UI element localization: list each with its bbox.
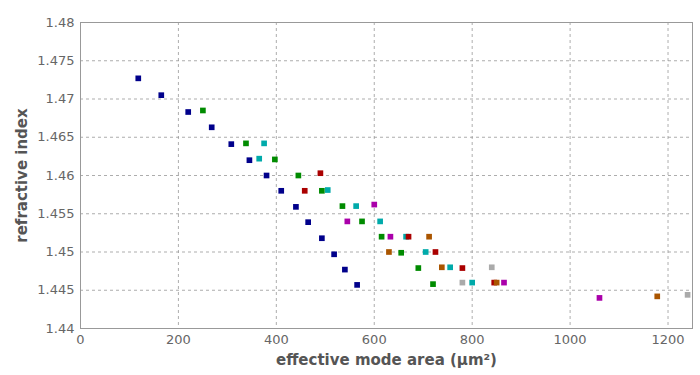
svg-text:1.46: 1.46 [46,168,75,183]
svg-text:1.44: 1.44 [46,321,75,336]
svg-text:1000: 1000 [554,332,587,347]
svg-text:1.445: 1.445 [37,282,74,297]
svg-text:1.45: 1.45 [46,244,75,259]
svg-text:1.455: 1.455 [37,206,74,221]
svg-text:1.48: 1.48 [46,15,75,30]
svg-text:800: 800 [460,332,485,347]
svg-text:1.47: 1.47 [46,91,75,106]
svg-text:1.475: 1.475 [37,53,74,68]
svg-text:1.465: 1.465 [37,129,74,144]
svg-text:200: 200 [166,332,191,347]
svg-text:effective mode area (µm²): effective mode area (µm²) [276,351,497,369]
svg-text:1200: 1200 [651,332,684,347]
svg-text:refractive index: refractive index [13,108,31,243]
svg-text:400: 400 [264,332,289,347]
svg-text:0: 0 [76,332,84,347]
svg-text:600: 600 [362,332,387,347]
